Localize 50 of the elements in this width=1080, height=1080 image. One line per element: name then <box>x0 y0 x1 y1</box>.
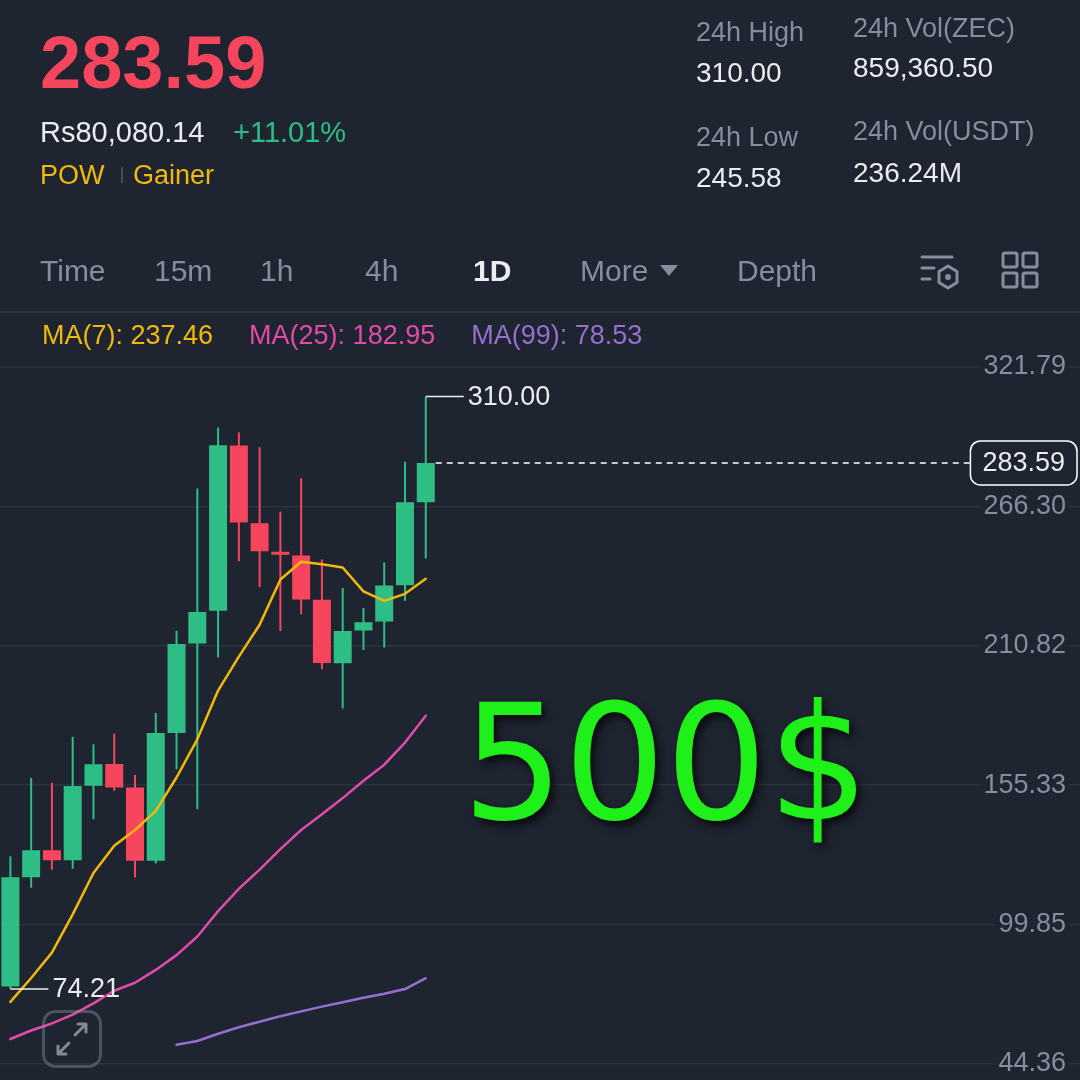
text: More <box>580 254 649 289</box>
candlestick <box>396 461 414 601</box>
candlestick <box>354 607 373 651</box>
candlestick <box>416 396 435 559</box>
candlestick <box>250 447 269 588</box>
candlestick <box>167 630 186 770</box>
ref-line-label: 283.59 <box>982 447 1066 478</box>
y-tick-label: 321.79 <box>983 350 1066 381</box>
candlestick <box>229 432 248 562</box>
candlestick <box>188 488 207 810</box>
text: 4h <box>365 254 399 289</box>
text: 236.24M <box>853 157 962 190</box>
text: POW <box>40 159 105 191</box>
text: 15m <box>154 254 213 289</box>
y-tick-label: 210.82 <box>983 629 1066 660</box>
text: 245.58 <box>696 162 782 195</box>
text: 1h <box>260 254 294 289</box>
candlestick <box>333 588 352 709</box>
text: 24h Vol(USDT) <box>853 115 1035 147</box>
text: 1D <box>473 254 512 289</box>
text: Rs80,080.14 <box>40 115 205 150</box>
text: MA(99): 78.53 <box>471 320 643 352</box>
candlestick <box>312 559 331 670</box>
candlestick <box>84 744 103 820</box>
candlestick <box>63 736 82 869</box>
annotation: 74.21 <box>52 973 120 1004</box>
candlestick <box>105 733 124 791</box>
text: MA(7): 237.46 <box>42 320 214 352</box>
text: Time <box>40 254 106 289</box>
y-tick-label: 99.85 <box>998 908 1066 939</box>
annotation: 500$ <box>462 670 870 858</box>
candlestick <box>22 778 41 888</box>
text: Gainer <box>133 159 215 191</box>
y-tick-label: 266.30 <box>983 489 1066 520</box>
candlestick <box>209 427 228 658</box>
y-tick-label: 155.33 <box>983 768 1066 799</box>
text: 24h Low <box>696 121 799 153</box>
candlestick <box>271 511 290 632</box>
text: 310.00 <box>696 57 782 90</box>
text: Depth <box>737 254 818 289</box>
y-tick-label: 44.36 <box>998 1047 1066 1078</box>
text: +11.01% <box>233 115 347 150</box>
candlestick <box>1 856 20 990</box>
text: 859,360.50 <box>853 52 994 85</box>
text: 283.59 <box>40 19 267 105</box>
annotation: 310.00 <box>467 381 551 412</box>
text: 24h Vol(ZEC) <box>853 12 1016 44</box>
text: 24h High <box>696 16 805 48</box>
candlestick <box>42 782 61 870</box>
text: MA(25): 182.95 <box>249 320 436 352</box>
